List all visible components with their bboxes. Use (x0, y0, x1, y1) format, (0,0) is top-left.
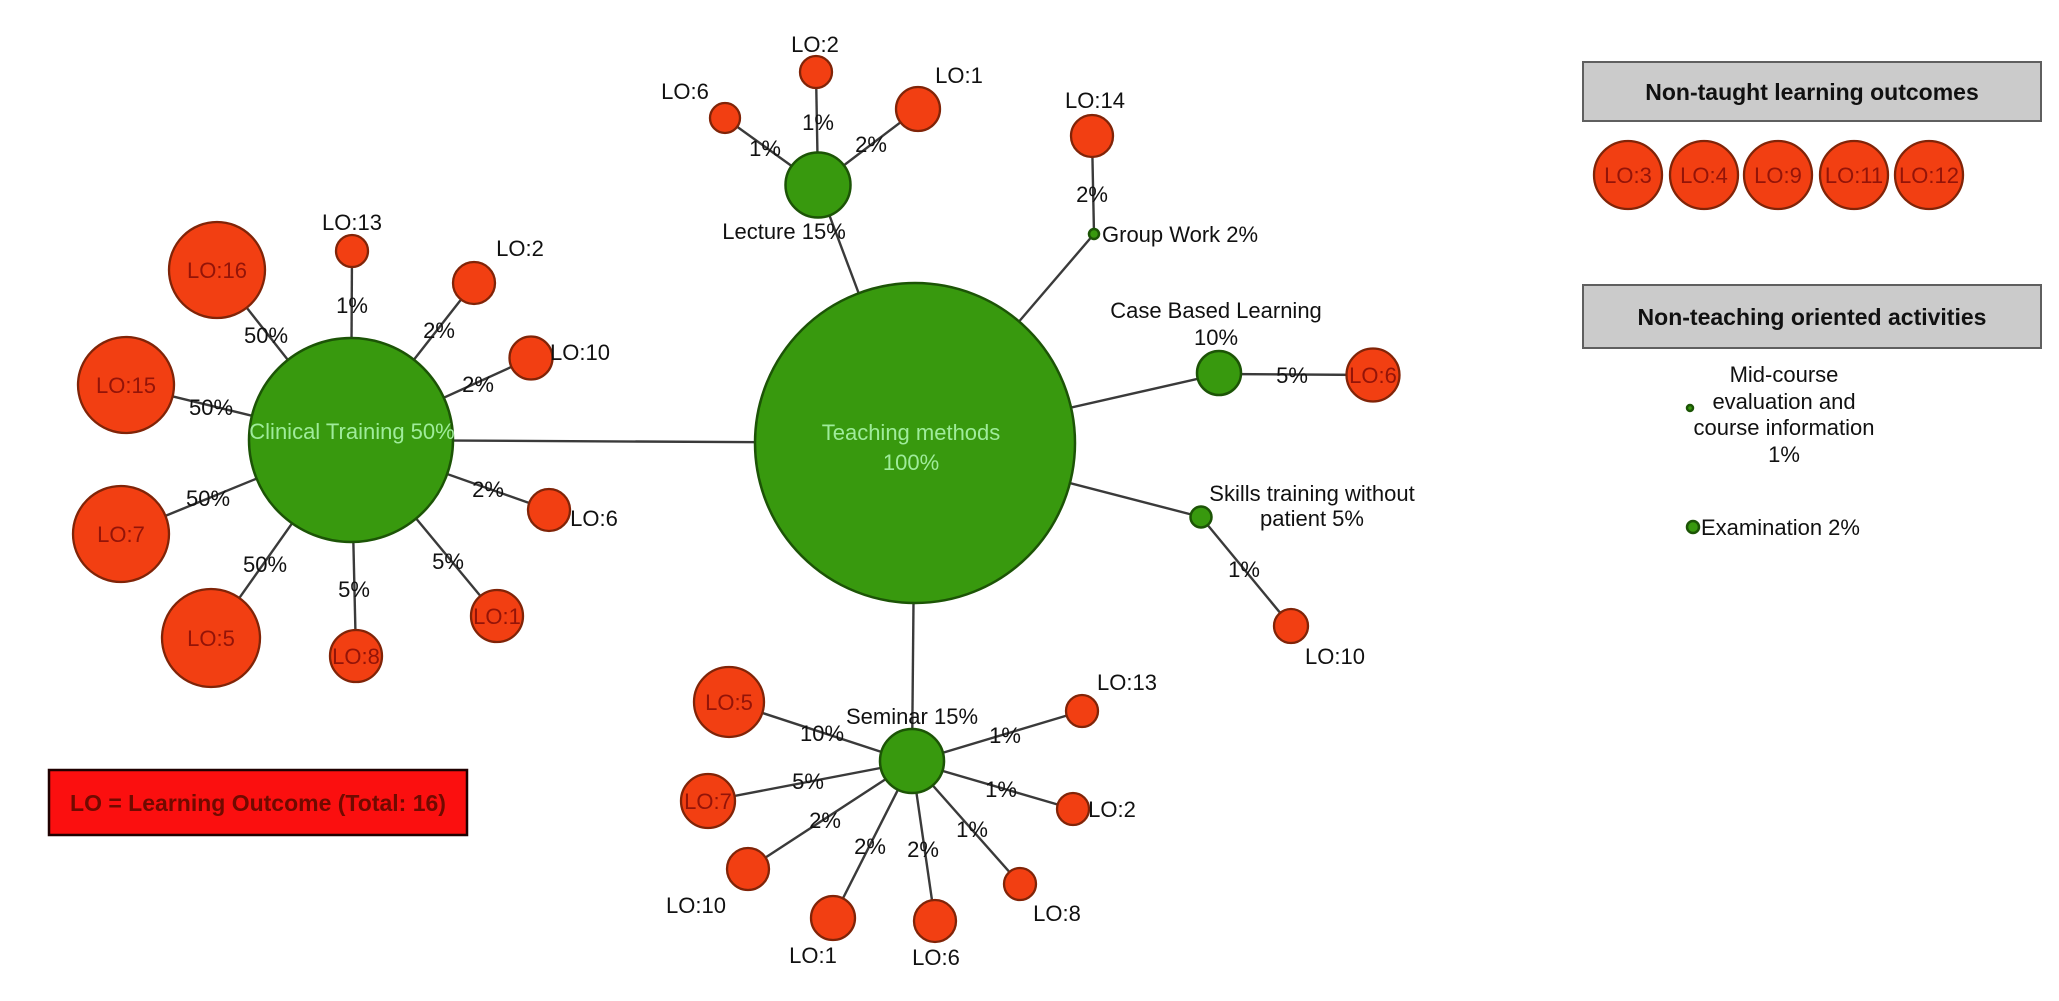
svg-text:Clinical Training 50%: Clinical Training 50% (249, 419, 454, 444)
svg-text:Case Based Learning: Case Based Learning (1110, 298, 1322, 323)
svg-text:Lecture 15%: Lecture 15% (722, 219, 846, 244)
svg-text:Non-taught learning outcomes: Non-taught learning outcomes (1645, 79, 1979, 105)
svg-text:100%: 100% (883, 450, 939, 475)
svg-text:10%: 10% (1194, 325, 1238, 350)
svg-text:1%: 1% (1228, 557, 1260, 582)
svg-text:course information: course information (1694, 415, 1875, 440)
svg-text:2%: 2% (854, 834, 886, 859)
svg-text:1%: 1% (1768, 442, 1800, 467)
svg-text:LO:3: LO:3 (1604, 163, 1652, 188)
svg-text:5%: 5% (1276, 363, 1308, 388)
svg-text:1%: 1% (336, 293, 368, 318)
svg-text:2%: 2% (855, 132, 887, 157)
svg-text:2%: 2% (809, 808, 841, 833)
svg-text:LO:1: LO:1 (789, 943, 837, 968)
svg-text:LO:7: LO:7 (97, 522, 145, 547)
svg-text:LO:14: LO:14 (1065, 88, 1125, 113)
svg-text:LO:2: LO:2 (1088, 797, 1136, 822)
svg-text:5%: 5% (792, 769, 824, 794)
svg-text:LO = Learning Outcome (Total:: LO = Learning Outcome (Total: 16) (70, 790, 446, 816)
svg-text:LO:16: LO:16 (187, 258, 247, 283)
svg-text:LO:4: LO:4 (1680, 163, 1728, 188)
svg-text:Examination 2%: Examination 2% (1701, 515, 1860, 540)
svg-text:LO:6: LO:6 (1349, 363, 1397, 388)
svg-text:LO:6: LO:6 (570, 506, 618, 531)
svg-text:LO:6: LO:6 (912, 945, 960, 970)
svg-text:1%: 1% (989, 723, 1021, 748)
svg-text:LO:10: LO:10 (550, 340, 610, 365)
svg-text:50%: 50% (243, 552, 287, 577)
svg-text:Seminar 15%: Seminar 15% (846, 704, 978, 729)
svg-text:Teaching methods: Teaching methods (822, 420, 1001, 445)
svg-text:LO:15: LO:15 (96, 373, 156, 398)
svg-text:1%: 1% (802, 110, 834, 135)
svg-text:LO:6: LO:6 (661, 79, 709, 104)
svg-text:LO:8: LO:8 (1033, 901, 1081, 926)
svg-text:LO:5: LO:5 (705, 690, 753, 715)
svg-text:LO:12: LO:12 (1899, 163, 1959, 188)
svg-text:50%: 50% (189, 395, 233, 420)
svg-text:50%: 50% (186, 486, 230, 511)
svg-text:LO:8: LO:8 (332, 644, 380, 669)
svg-text:Mid-course: Mid-course (1730, 362, 1839, 387)
svg-text:5%: 5% (432, 549, 464, 574)
svg-text:2%: 2% (907, 837, 939, 862)
svg-text:Skills training without: Skills training without (1209, 481, 1414, 506)
svg-text:2%: 2% (472, 477, 504, 502)
svg-text:LO:7: LO:7 (684, 789, 732, 814)
svg-text:LO:2: LO:2 (791, 32, 839, 57)
svg-text:5%: 5% (338, 577, 370, 602)
svg-text:LO:11: LO:11 (1825, 163, 1883, 188)
svg-text:10%: 10% (800, 721, 844, 746)
svg-text:LO:9: LO:9 (1754, 163, 1802, 188)
svg-text:LO:13: LO:13 (322, 210, 382, 235)
svg-text:LO:13: LO:13 (1097, 670, 1157, 695)
svg-text:1%: 1% (956, 817, 988, 842)
svg-text:1%: 1% (985, 777, 1017, 802)
svg-text:LO:1: LO:1 (935, 63, 983, 88)
svg-text:patient 5%: patient 5% (1260, 506, 1364, 531)
svg-text:2%: 2% (1076, 182, 1108, 207)
svg-text:LO:2: LO:2 (496, 236, 544, 261)
svg-text:LO:5: LO:5 (187, 626, 235, 651)
svg-text:2%: 2% (423, 318, 455, 343)
svg-text:evaluation and: evaluation and (1712, 389, 1855, 414)
svg-text:50%: 50% (244, 323, 288, 348)
svg-text:1%: 1% (749, 136, 781, 161)
svg-text:2%: 2% (462, 372, 494, 397)
svg-text:Non-teaching oriented activiti: Non-teaching oriented activities (1638, 304, 1987, 330)
svg-text:LO:10: LO:10 (1305, 644, 1365, 669)
svg-text:Group Work 2%: Group Work 2% (1102, 222, 1258, 247)
svg-text:LO:1: LO:1 (473, 604, 521, 629)
svg-text:LO:10: LO:10 (666, 893, 726, 918)
